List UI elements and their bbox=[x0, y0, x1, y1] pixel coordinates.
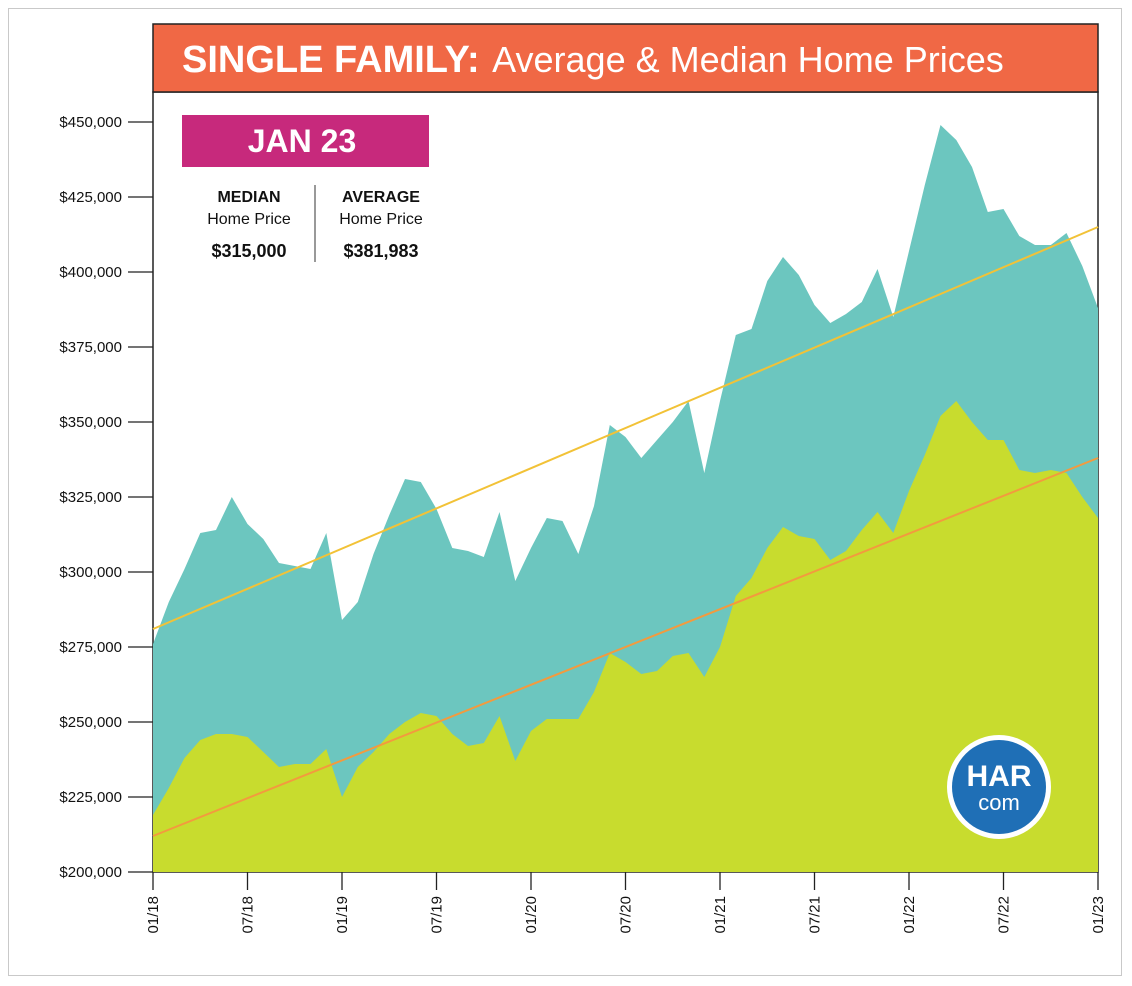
median-area bbox=[153, 401, 1098, 872]
period-badge-label: JAN 23 bbox=[248, 123, 357, 159]
series-areas bbox=[153, 125, 1098, 872]
median-trend-line bbox=[152, 457, 1099, 837]
x-tick-label: 01/22 bbox=[901, 896, 918, 934]
har-logo-har: HAR bbox=[967, 760, 1032, 793]
x-tick-label: 07/19 bbox=[429, 896, 446, 934]
average-trend-line bbox=[152, 226, 1099, 630]
median-value: $315,000 bbox=[211, 241, 286, 261]
har-logo-com: com bbox=[978, 790, 1020, 815]
y-tick-label: $225,000 bbox=[59, 789, 122, 806]
x-tick-label: 07/21 bbox=[807, 896, 824, 934]
chart-title: SINGLE FAMILY: Average & Median Home Pri… bbox=[182, 39, 1004, 81]
x-tick-label: 01/18 bbox=[145, 896, 162, 934]
y-tick-label: $400,000 bbox=[59, 264, 122, 281]
median-subheading: Home Price bbox=[207, 211, 291, 228]
chart-title-bold: SINGLE FAMILY: bbox=[182, 39, 480, 81]
y-tick-label: $450,000 bbox=[59, 114, 122, 131]
y-tick-label: $200,000 bbox=[59, 864, 122, 881]
x-tick-label: 07/20 bbox=[618, 896, 635, 934]
y-tick-label: $425,000 bbox=[59, 189, 122, 206]
y-axis: $450,000 $425,000 $400,000 $375,000 $350,000… bbox=[59, 114, 153, 881]
y-tick-label: $375,000 bbox=[59, 339, 122, 356]
y-tick-label: $300,000 bbox=[59, 564, 122, 581]
average-value: $381,983 bbox=[343, 241, 418, 261]
x-tick-label: 07/22 bbox=[996, 896, 1013, 934]
median-heading: MEDIAN bbox=[217, 189, 280, 206]
y-tick-label: $275,000 bbox=[59, 639, 122, 656]
y-tick-label: $250,000 bbox=[59, 714, 122, 731]
x-tick-label: 07/18 bbox=[240, 896, 257, 934]
x-tick-label: 01/19 bbox=[334, 896, 351, 934]
x-tick-label: 01/23 bbox=[1090, 896, 1107, 934]
x-tick-label: 01/20 bbox=[523, 896, 540, 934]
title-bar bbox=[152, 23, 1099, 93]
har-logo-badge bbox=[952, 740, 1046, 834]
average-heading: AVERAGE bbox=[342, 189, 420, 206]
har-logo: HAR com bbox=[947, 735, 1051, 839]
y-tick-label: $350,000 bbox=[59, 414, 122, 431]
period-badge bbox=[182, 115, 429, 167]
x-axis: 01/18 07/18 01/19 07/19 01/20 07/20 01/21 07/21… bbox=[145, 872, 1107, 934]
x-tick-label: 01/21 bbox=[712, 896, 729, 934]
y-tick-label: $325,000 bbox=[59, 489, 122, 506]
average-subheading: Home Price bbox=[339, 211, 423, 228]
trend-lines bbox=[152, 226, 1099, 837]
chart-frame bbox=[8, 8, 1122, 976]
chart-title-regular: Average & Median Home Prices bbox=[492, 39, 1004, 80]
